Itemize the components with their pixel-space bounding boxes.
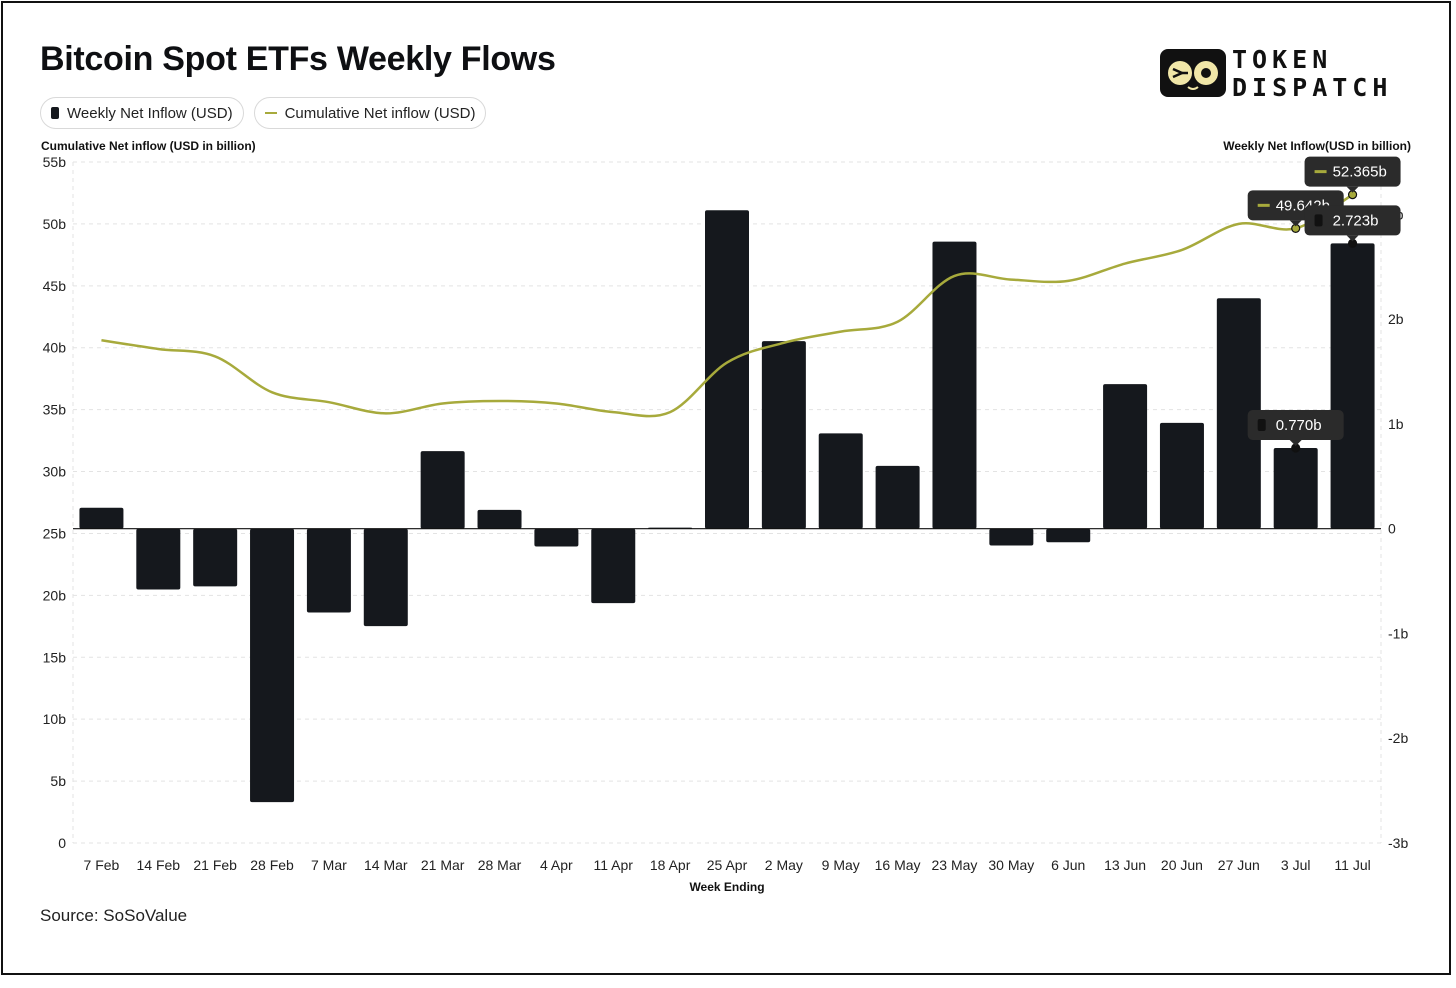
tooltip-label: 52.365b bbox=[1333, 164, 1387, 181]
bar-7-mar bbox=[306, 528, 351, 613]
logo-line-2: DISPATCH bbox=[1232, 73, 1393, 102]
left-tick-label: 55b bbox=[43, 154, 67, 170]
legend-item-weekly-net-inflow[interactable]: Weekly Net Inflow (USD) bbox=[40, 97, 244, 129]
x-tick-label: 6 Jun bbox=[1051, 857, 1085, 873]
x-tick-label: 2 May bbox=[765, 857, 803, 873]
x-tick-label: 30 May bbox=[988, 857, 1034, 873]
tooltip-label: 2.723b bbox=[1333, 212, 1379, 229]
legend-line-swatch bbox=[264, 112, 277, 114]
bar-2-may bbox=[761, 341, 806, 529]
tooltip-bar-swatch bbox=[1257, 419, 1266, 432]
x-tick-label: 7 Mar bbox=[311, 857, 347, 873]
tooltip-pointer bbox=[1289, 440, 1302, 447]
bar-23-may bbox=[932, 241, 977, 529]
legend-bar-swatch bbox=[51, 107, 59, 119]
x-tick-label: 18 Apr bbox=[650, 857, 691, 873]
left-tick-label: 15b bbox=[43, 649, 67, 665]
tooltip-pointer bbox=[1346, 186, 1359, 193]
bar-27-jun bbox=[1216, 298, 1261, 529]
right-tick-label: 0 bbox=[1388, 521, 1396, 537]
tooltip-bar-swatch bbox=[1314, 214, 1323, 227]
bar-21-mar bbox=[420, 451, 465, 529]
left-tick-label: 30b bbox=[43, 464, 67, 480]
chart-title: Bitcoin Spot ETFs Weekly Flows bbox=[40, 40, 556, 78]
bar-4-apr bbox=[534, 528, 579, 547]
x-tick-label: 21 Mar bbox=[421, 857, 465, 873]
tooltip-pointer bbox=[1289, 220, 1302, 227]
x-tick-label: 14 Mar bbox=[364, 857, 408, 873]
x-tick-label: 20 Jun bbox=[1161, 857, 1203, 873]
right-tick-label: 1b bbox=[1388, 416, 1404, 432]
bar-14-feb bbox=[136, 528, 181, 590]
x-tick-label: 16 May bbox=[875, 857, 921, 873]
x-tick-label: 3 Jul bbox=[1281, 857, 1311, 873]
bar-16-may bbox=[875, 465, 920, 529]
x-tick-label: 7 Feb bbox=[84, 857, 120, 873]
x-tick-label: 28 Mar bbox=[478, 857, 522, 873]
legend-item-cumulative-net-inflow[interactable]: Cumulative Net inflow (USD) bbox=[253, 97, 487, 129]
x-tick-label: 25 Apr bbox=[707, 857, 748, 873]
right-tick-label: -3b bbox=[1388, 835, 1408, 851]
bar-3-jul bbox=[1273, 448, 1318, 529]
left-axis-label: Cumulative Net inflow (USD in billion) bbox=[41, 139, 256, 153]
logo-wordmark: TOKEN DISPATCH bbox=[1232, 46, 1392, 102]
x-axis-label: Week Ending bbox=[689, 880, 764, 894]
bar-20-jun bbox=[1159, 422, 1204, 529]
bar-28-mar bbox=[477, 509, 522, 529]
right-tick-label: 2b bbox=[1388, 311, 1404, 327]
x-tick-label: 9 May bbox=[822, 857, 860, 873]
left-tick-label: 50b bbox=[43, 216, 67, 232]
bar-21-feb bbox=[193, 528, 238, 587]
left-tick-label: 45b bbox=[43, 278, 67, 294]
tooltip-pointer bbox=[1346, 235, 1359, 242]
x-tick-label: 11 Jul bbox=[1334, 857, 1370, 873]
x-tick-label: 14 Feb bbox=[137, 857, 181, 873]
bar-9-may bbox=[818, 433, 863, 529]
token-dispatch-logo: TOKEN DISPATCH bbox=[1160, 46, 1420, 102]
tooltip-box bbox=[1247, 410, 1344, 441]
bar-30-may bbox=[989, 528, 1034, 546]
legend-label-cumulative-net-inflow: Cumulative Net inflow (USD) bbox=[284, 104, 476, 122]
x-tick-label: 27 Jun bbox=[1218, 857, 1260, 873]
x-tick-label: 21 Feb bbox=[193, 857, 237, 873]
left-tick-label: 0 bbox=[58, 835, 66, 851]
right-axis-label: Weekly Net Inflow(USD in billion) bbox=[1223, 139, 1411, 153]
left-tick-label: 10b bbox=[43, 711, 67, 727]
bar-11-apr bbox=[591, 528, 636, 604]
tooltip-label: 0.770b bbox=[1276, 417, 1322, 434]
x-tick-label: 4 Apr bbox=[540, 857, 573, 873]
bar-14-mar bbox=[363, 528, 408, 627]
tooltip-box bbox=[1304, 156, 1401, 187]
right-tick-label: -1b bbox=[1388, 625, 1408, 641]
bar-6-jun bbox=[1046, 528, 1091, 543]
right-tick-label: -2b bbox=[1388, 730, 1408, 746]
bar-7-feb bbox=[79, 507, 124, 529]
bar-11-jul bbox=[1330, 243, 1375, 529]
left-tick-label: 20b bbox=[43, 587, 67, 603]
tooltip-box bbox=[1304, 205, 1401, 236]
bar-13-jun bbox=[1103, 384, 1148, 529]
x-tick-label: 11 Apr bbox=[594, 857, 634, 873]
x-tick-label: 23 May bbox=[932, 857, 978, 873]
chart-legend: Weekly Net Inflow (USD) Cumulative Net i… bbox=[40, 97, 487, 129]
source-note: Source: SoSoValue bbox=[40, 906, 188, 925]
cumulative-line bbox=[101, 193, 1354, 418]
left-tick-label: 25b bbox=[43, 525, 67, 541]
left-tick-label: 5b bbox=[50, 773, 66, 789]
left-tick-label: 35b bbox=[43, 402, 67, 418]
left-tick-label: 40b bbox=[43, 340, 67, 356]
x-tick-label: 28 Feb bbox=[250, 857, 294, 873]
x-tick-label: 13 Jun bbox=[1104, 857, 1146, 873]
bar-28-feb bbox=[250, 528, 295, 803]
bar-25-apr bbox=[705, 210, 749, 529]
logo-face-icon bbox=[1160, 49, 1226, 97]
logo-line-1: TOKEN bbox=[1232, 45, 1333, 74]
legend-label-weekly-net-inflow: Weekly Net Inflow (USD) bbox=[67, 104, 233, 122]
